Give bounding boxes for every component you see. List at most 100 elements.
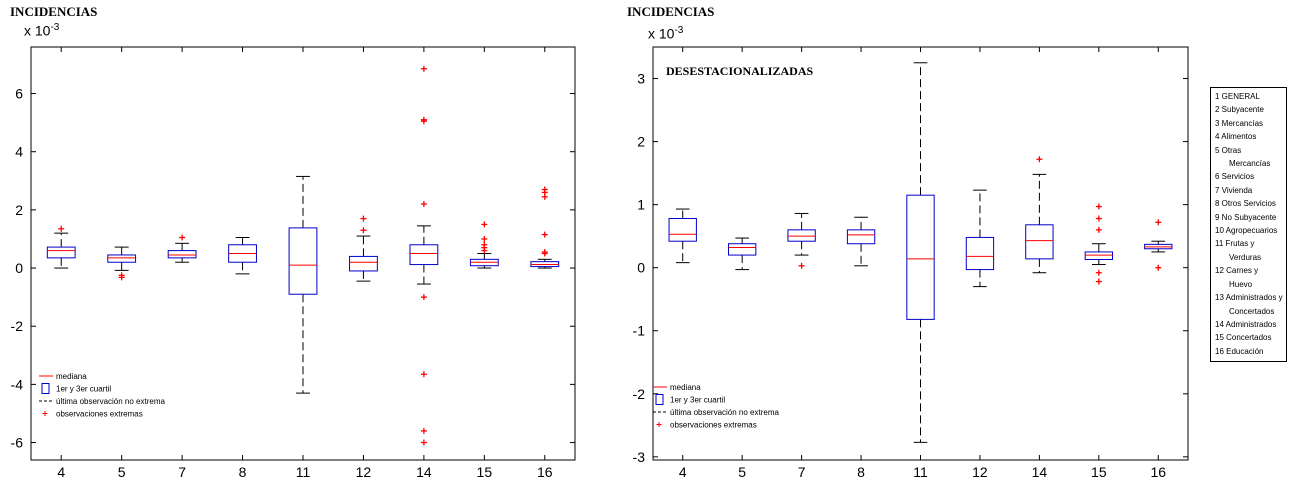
x-tick-label: 5 — [118, 464, 126, 480]
outlier-marker — [1095, 215, 1102, 222]
y-tick-label: -4 — [11, 376, 24, 392]
legend-box-swatch — [655, 394, 664, 405]
quartile-box — [349, 255, 378, 272]
legend-label: observaciones extremas — [670, 421, 757, 430]
y-tick-label: 6 — [15, 86, 23, 102]
series-legend-item: Concertados — [1229, 306, 1275, 316]
y-tick-label: -2 — [633, 386, 646, 402]
quartile-box — [46, 246, 76, 259]
outlier-marker — [360, 227, 367, 234]
box-8 — [228, 237, 257, 275]
outlier-marker — [420, 371, 427, 378]
outlier-marker — [1155, 219, 1162, 226]
chart-left: INCIDENCIAS x 10-3 -6 -4 -2 0 2 4 6 4 5 7 8 11 12 14 1… — [0, 0, 640, 481]
outlier-marker — [1095, 226, 1102, 233]
x-tick-label: 11 — [296, 464, 311, 480]
x-tick-label: 11 — [913, 464, 928, 480]
legend-label: mediana — [56, 372, 87, 381]
quartile-box — [787, 229, 816, 242]
series-legend-item: 5 Otras — [1215, 145, 1242, 155]
outlier-marker — [798, 262, 805, 269]
x-tick-label: 12 — [356, 464, 372, 480]
legend-label: 1er y 3er cuartil — [56, 385, 111, 394]
box-5 — [107, 246, 137, 281]
y-tick-label: 1 — [637, 197, 645, 213]
x-tick-label: 15 — [477, 464, 493, 480]
outlier-marker — [481, 235, 488, 242]
series-legend-item: 4 Alimentos — [1215, 132, 1257, 142]
x-tick-label: 5 — [738, 464, 746, 480]
x-tick-label: 4 — [57, 464, 65, 480]
box-8 — [846, 216, 876, 267]
box-15 — [1084, 203, 1114, 285]
y-tick-label: -3 — [633, 449, 646, 465]
scale-label: x 10-3 — [648, 25, 684, 42]
outlier-marker — [420, 65, 427, 72]
box-14 — [1025, 156, 1054, 274]
outlier-marker — [420, 439, 427, 446]
box-12 — [965, 189, 995, 288]
outlier-marker — [1095, 203, 1102, 210]
box-16 — [530, 186, 560, 269]
outlier-marker — [481, 241, 488, 248]
series-legend-item: 14 Administrados — [1215, 319, 1277, 329]
boxplot-left: -6 -4 -2 0 2 4 6 4 5 7 8 11 12 14 15 16 mediana 1er y 3er… — [11, 46, 576, 480]
y-tick-label: -1 — [633, 323, 646, 339]
y-tick-label: -2 — [11, 318, 24, 334]
x-tick-label: 14 — [416, 464, 432, 480]
chart-annotation: DESESTACIONALIZADAS — [666, 64, 813, 78]
series-legend-item: 13 Administrados y — [1215, 293, 1283, 303]
y-tick-label: 2 — [637, 134, 645, 150]
legend-box-swatch — [41, 383, 50, 394]
series-legend-item: 16 Educación — [1215, 346, 1264, 356]
outlier-marker — [541, 249, 548, 256]
legend: mediana 1er y 3er cuartil última observaci… — [653, 383, 779, 430]
x-tick-label: 8 — [239, 464, 247, 480]
legend-label: 1er y 3er cuartil — [670, 396, 725, 405]
quartile-box — [965, 236, 995, 271]
quartile-box — [1084, 251, 1114, 260]
box-11 — [288, 175, 318, 394]
series-legend-item: Huevo — [1229, 279, 1253, 289]
outlier-marker — [1095, 269, 1102, 276]
box-7 — [167, 234, 197, 263]
outlier-marker — [118, 274, 125, 281]
quartile-box — [906, 194, 935, 320]
quartile-box — [846, 229, 876, 245]
outlier-marker — [58, 225, 65, 232]
box-4 — [46, 225, 76, 269]
legend-label: última observación no extrema — [670, 408, 779, 417]
series-legend-item: 12 Carnes y — [1215, 266, 1259, 276]
scale-label: x 10-3 — [24, 22, 60, 39]
chart-right: INCIDENCIAS x 10-3 -3 -2 -1 0 1 2 3 4 5 7 8 11 12 14 1… — [620, 0, 1297, 481]
outlier-marker — [420, 201, 427, 208]
box-11 — [906, 62, 935, 443]
outlier-marker — [420, 116, 427, 123]
y-tick-label: -6 — [11, 435, 24, 451]
quartile-box — [409, 244, 439, 266]
outlier-marker — [360, 215, 367, 222]
series-legend-item: 10 Agropecuarios — [1215, 226, 1278, 236]
quartile-box — [167, 250, 197, 259]
outlier-marker — [1155, 264, 1162, 271]
x-tick-label: 12 — [972, 464, 988, 480]
chart-title: INCIDENCIAS — [627, 4, 715, 19]
series-legend-item: 3 Mercancías — [1215, 118, 1264, 128]
series-legend-item: 1 GENERAL — [1215, 92, 1260, 101]
outlier-marker — [420, 427, 427, 434]
outlier-marker — [481, 221, 488, 228]
box-4 — [668, 208, 697, 264]
x-tick-label: 8 — [857, 464, 865, 480]
outlier-marker — [541, 186, 548, 193]
y-tick-label: 3 — [637, 71, 645, 87]
series-legend-item: 15 Concertados — [1215, 333, 1272, 343]
quartile-box — [727, 243, 757, 256]
series-legend-item: Verduras — [1229, 252, 1262, 262]
series-legend-item: 7 Vivienda — [1215, 185, 1253, 195]
series-legend: 1 GENERAL 2 Subyacente 3 Mercancías 4 Alime… — [1210, 87, 1287, 363]
y-tick-label: 2 — [15, 202, 23, 218]
quartile-box — [288, 227, 318, 295]
box-14 — [409, 65, 439, 446]
y-tick-label: 0 — [637, 260, 645, 276]
quartile-box — [668, 218, 697, 242]
